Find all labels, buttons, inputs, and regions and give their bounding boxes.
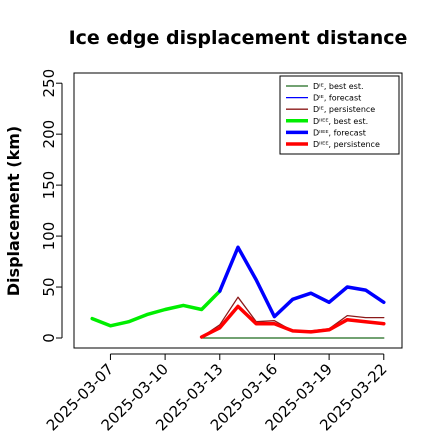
y-axis-label: Displacement (km) [4,126,23,296]
legend: Dᴵᴱ, best est. Dᴵᴱ, forecast Dᴵᴱ, persiste… [279,75,400,155]
series-layer [90,245,386,339]
y-tick-label: 50 [40,277,58,296]
legend-box [279,75,400,155]
legend-label: Dᴵᴵᴱᴱ, persistence [313,140,380,149]
y-axis: 0 50 100 150 200 250 [40,69,63,343]
y-tick-label: 0 [40,333,58,343]
legend-label: Dᴵᴵᴱᴱ, best est. [313,117,368,126]
y-tick-label: 200 [40,120,58,149]
y-tick-label: 100 [40,222,58,251]
series-line-3 [90,289,222,328]
y-tick-label: 250 [40,69,58,98]
legend-label: Dᴵᴱ, forecast [313,94,361,103]
x-axis: 2025-03-072025-03-102025-03-132025-03-16… [43,353,391,434]
y-tick-label: 150 [40,171,58,200]
legend-label: Dᴵᴵᴱᴱ, forecast [313,128,366,137]
series-line-5 [199,304,386,339]
chart-title: Ice edge displacement distance [69,27,408,49]
legend-label: Dᴵᴱ, best est. [313,82,364,91]
series-line-4 [218,245,386,319]
legend-label: Dᴵᴱ, persistence [313,105,375,114]
plot-frame [73,72,403,349]
